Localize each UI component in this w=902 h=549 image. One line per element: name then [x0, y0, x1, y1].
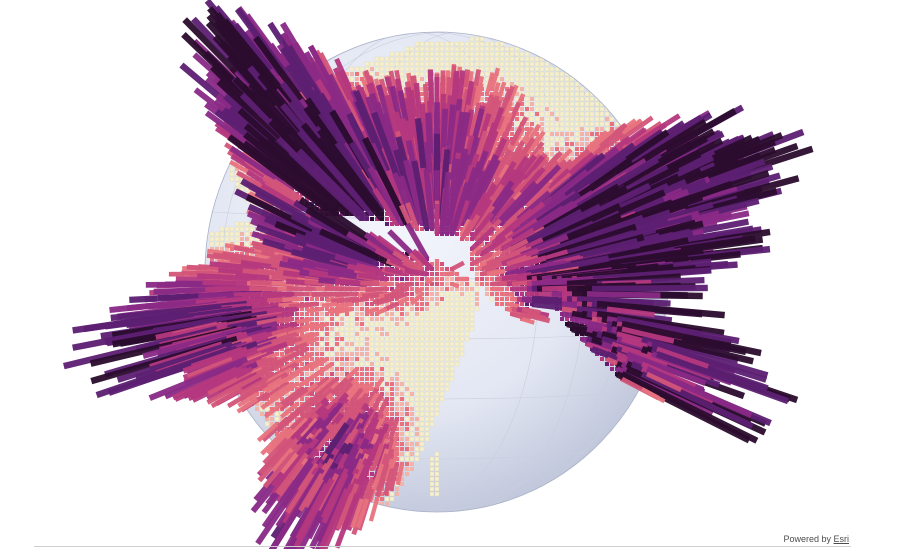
population-bars — [63, 0, 814, 549]
esri-link[interactable]: Esri — [833, 534, 850, 544]
attribution-bar: Powered by Esri — [34, 533, 851, 547]
attribution-prefix: Powered by — [783, 534, 831, 544]
attribution-text: Powered by Esri — [783, 533, 849, 545]
